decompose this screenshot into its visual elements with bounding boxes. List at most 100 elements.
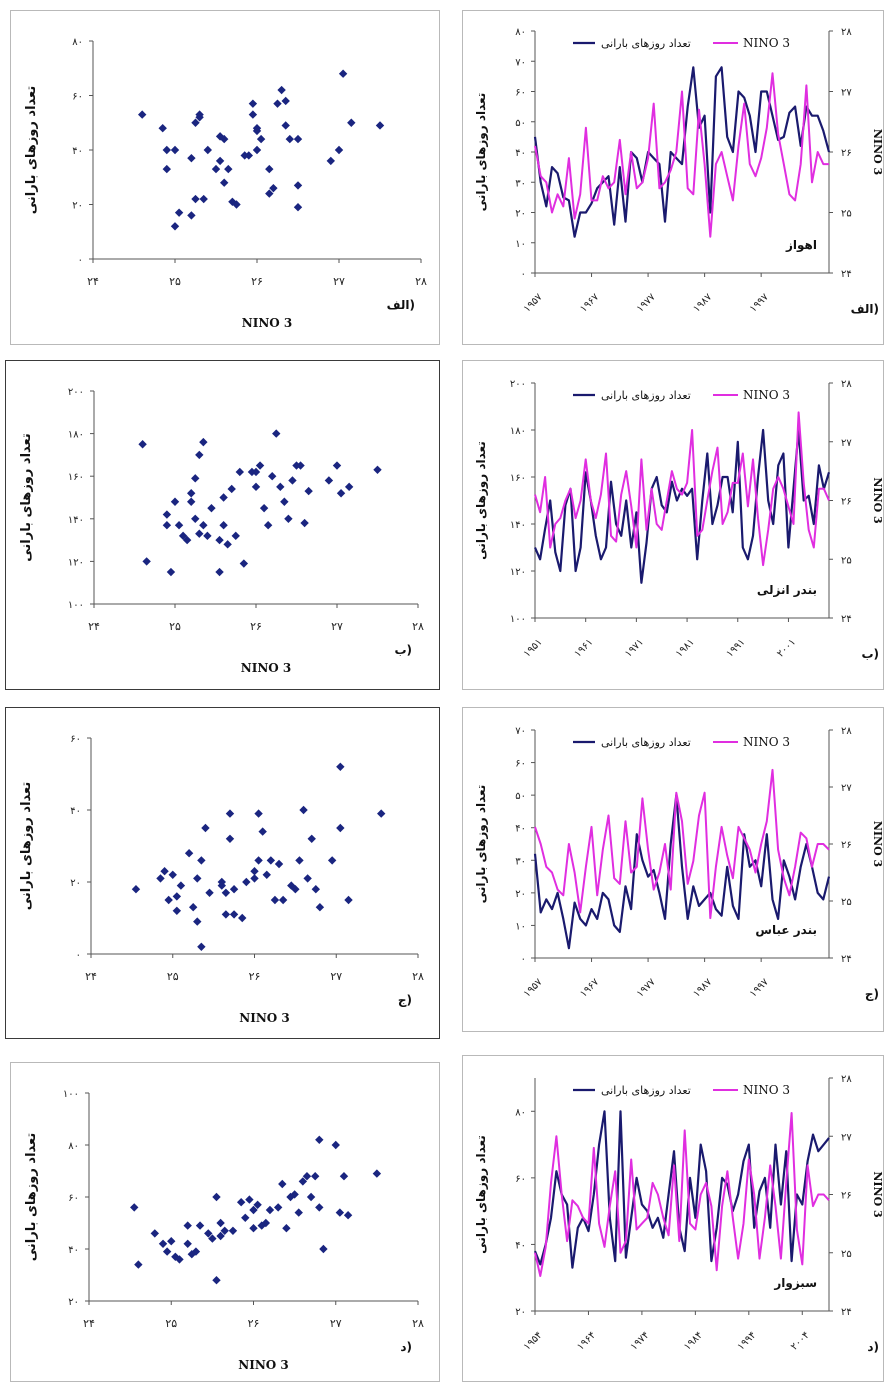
scatter-point xyxy=(199,520,208,530)
x-tick-label: ۲۶ xyxy=(250,620,262,633)
scatter-point xyxy=(203,531,212,541)
scatter-point xyxy=(326,156,335,166)
y-tick-label: ۱۶۰ xyxy=(510,473,526,484)
x-tick-label: ۲۴ xyxy=(85,970,97,983)
x-tick-label: ۱۹۶۴ xyxy=(575,1330,598,1353)
y2-axis-title: NINO 3 xyxy=(871,1171,884,1217)
scatter-point xyxy=(162,1247,172,1256)
y2-tick-label: ۲۵ xyxy=(841,1249,852,1260)
y2-tick-label: ۲۷ xyxy=(841,438,852,449)
scatter-point xyxy=(195,113,204,122)
scatter-point xyxy=(372,1169,382,1178)
scatter-point xyxy=(284,514,293,523)
scatter-point xyxy=(238,913,247,923)
scatter-point xyxy=(347,118,356,127)
scatter-point xyxy=(377,809,386,818)
y-tick-label: ۱۲۰ xyxy=(68,557,84,568)
y-tick-label: ۶۰ xyxy=(515,88,526,99)
y-tick-label: ۴۰ xyxy=(515,148,526,159)
x-axis-title: NINO 3 xyxy=(238,1358,289,1372)
scatter-point xyxy=(160,867,169,876)
scatter-point xyxy=(310,1172,320,1181)
x-tick-label: ۲۸ xyxy=(415,275,427,288)
scatter-point xyxy=(274,859,284,869)
y-tick-label: ۰ xyxy=(521,954,526,965)
scatter-chart-be: ۲۴ ۲۵ ۲۶ ۲۷ ۲۸ ۱۰۰ ۱۲۰ ۱۴۰ ۱۶۰ ۱۸۰ ۲۰۰ تعداد روزهای… xyxy=(19,387,424,675)
y-tick-label: ۶۰ xyxy=(70,734,81,745)
scatter-point xyxy=(195,450,204,460)
y-tick-label: ۶۰ xyxy=(68,1193,79,1204)
series-line-rain xyxy=(533,428,831,584)
scatter-point xyxy=(167,1237,176,1246)
scatter-point xyxy=(130,1203,139,1212)
legend-label-rain: تعداد روزهای بارانی xyxy=(601,37,691,50)
scatter-point xyxy=(250,867,259,876)
timeseries-chart-sabzevar: ۲۰ ۴۰ ۶۰ ۸۰ ۲۴ ۲۵ ۲۶ ۲۷ ۲۸ ۱۹۵۴ ۱۹۶۴ ۱۹۷۴ ۱۹۸۴ ۱۹۹۴ ۲۰… xyxy=(474,1074,884,1354)
scatter-point xyxy=(315,903,325,912)
scatter-point xyxy=(265,164,274,174)
x-tick-label: ۲۷ xyxy=(333,275,345,288)
x-tick-label: ۱۹۸۷ xyxy=(691,291,714,314)
scatter-point xyxy=(168,870,177,879)
scatter-point xyxy=(334,145,344,155)
scatter-point xyxy=(170,145,180,155)
y-tick-label: ۱۸۰ xyxy=(510,426,526,437)
x-tick-label: ۲۵ xyxy=(169,620,181,633)
y-tick-label: ۲۰۰ xyxy=(510,379,526,390)
scatter-point xyxy=(191,514,200,523)
scatter-point xyxy=(219,493,228,502)
scatter-point xyxy=(255,461,265,470)
scatter-point xyxy=(221,910,231,919)
scatter-point xyxy=(175,1255,184,1264)
timeseries-panel-alef: ۰ ۱۰ ۲۰ ۳۰ ۴۰ ۵۰ ۶۰ ۷۰ ۸۰ ۲۴ ۲۵ ۲۶ ۲۷ ۲۸ ۱۹۵۷ ۱۹۶۷ ۱۹۷۷ ۱… xyxy=(462,10,884,345)
scatter-point xyxy=(134,1260,143,1269)
scatter-point xyxy=(265,1205,275,1215)
y-tick-label: ۲۰ xyxy=(72,201,83,212)
y-axis-title: تعداد روزهای بارانی xyxy=(24,1133,39,1262)
scatter-point xyxy=(295,856,304,865)
x-tick-label: ۱۹۸۷ xyxy=(691,976,714,999)
scatter-point xyxy=(259,503,269,513)
scatter-panel-be: ۲۴ ۲۵ ۲۶ ۲۷ ۲۸ ۱۰۰ ۱۲۰ ۱۴۰ ۱۶۰ ۱۸۰ ۲۰۰ تعداد روزهای… xyxy=(5,360,440,690)
scatter-point xyxy=(215,535,224,545)
scatter-point xyxy=(197,942,206,951)
y2-tick-label: ۲۵ xyxy=(841,555,852,566)
y2-tick-label: ۲۷ xyxy=(841,1132,852,1143)
scatter-point xyxy=(193,874,202,883)
scatter-point xyxy=(215,567,224,577)
y-tick-label: ۸۰ xyxy=(68,1141,79,1152)
y2-tick-label: ۲۶ xyxy=(841,497,852,508)
panel-label: ج) xyxy=(865,987,879,1001)
y-axis-title: تعداد روزهای بارانی xyxy=(19,433,34,562)
y2-tick-label: ۲۴ xyxy=(841,269,852,280)
y-tick-label: ۶۰ xyxy=(515,759,526,770)
scatter-point xyxy=(332,461,342,470)
scatter-point xyxy=(235,467,244,477)
x-tick-label: ۱۹۷۷ xyxy=(635,291,658,314)
scatter-point xyxy=(315,1135,324,1144)
scatter-point xyxy=(191,1247,201,1256)
scatter-point xyxy=(184,849,194,858)
scatter-point xyxy=(211,164,221,174)
scatter-point xyxy=(232,200,241,209)
x-tick-label: ۱۹۶۷ xyxy=(578,976,601,999)
x-tick-label: ۱۹۵۷ xyxy=(522,291,545,314)
scatter-point xyxy=(197,856,206,865)
y-tick-label: ۱۰۰ xyxy=(63,1089,79,1100)
scatter-point xyxy=(250,874,259,883)
scatter-point xyxy=(164,895,173,905)
scatter-point xyxy=(242,877,251,887)
y-axis-title: تعداد روزهای بارانی xyxy=(24,86,39,215)
x-axis-title: NINO 3 xyxy=(239,1011,290,1025)
y-tick-label: ۱۶۰ xyxy=(68,472,84,483)
timeseries-panel-jim: ۰ ۱۰ ۲۰ ۳۰ ۴۰ ۵۰ ۶۰ ۷۰ ۲۴ ۲۵ ۲۶ ۲۷ ۲۸ ۱۹۵۷ ۱۹۶۷ ۱۹۷۷ ۱۹۸… xyxy=(462,707,884,1032)
scatter-point xyxy=(174,208,184,217)
scatter-point xyxy=(193,917,202,926)
y2-tick-label: ۲۸ xyxy=(841,379,852,390)
scatter-point xyxy=(212,1276,221,1285)
scatter-point xyxy=(307,834,316,843)
scatter-point xyxy=(176,881,186,890)
scatter-panel-jim: ۲۴ ۲۵ ۲۶ ۲۷ ۲۸ ۰ ۲۰ ۴۰ ۶۰ تعداد روزهای بارانی NINO… xyxy=(5,707,440,1039)
scatter-point xyxy=(270,895,280,905)
scatter-point xyxy=(278,895,288,905)
